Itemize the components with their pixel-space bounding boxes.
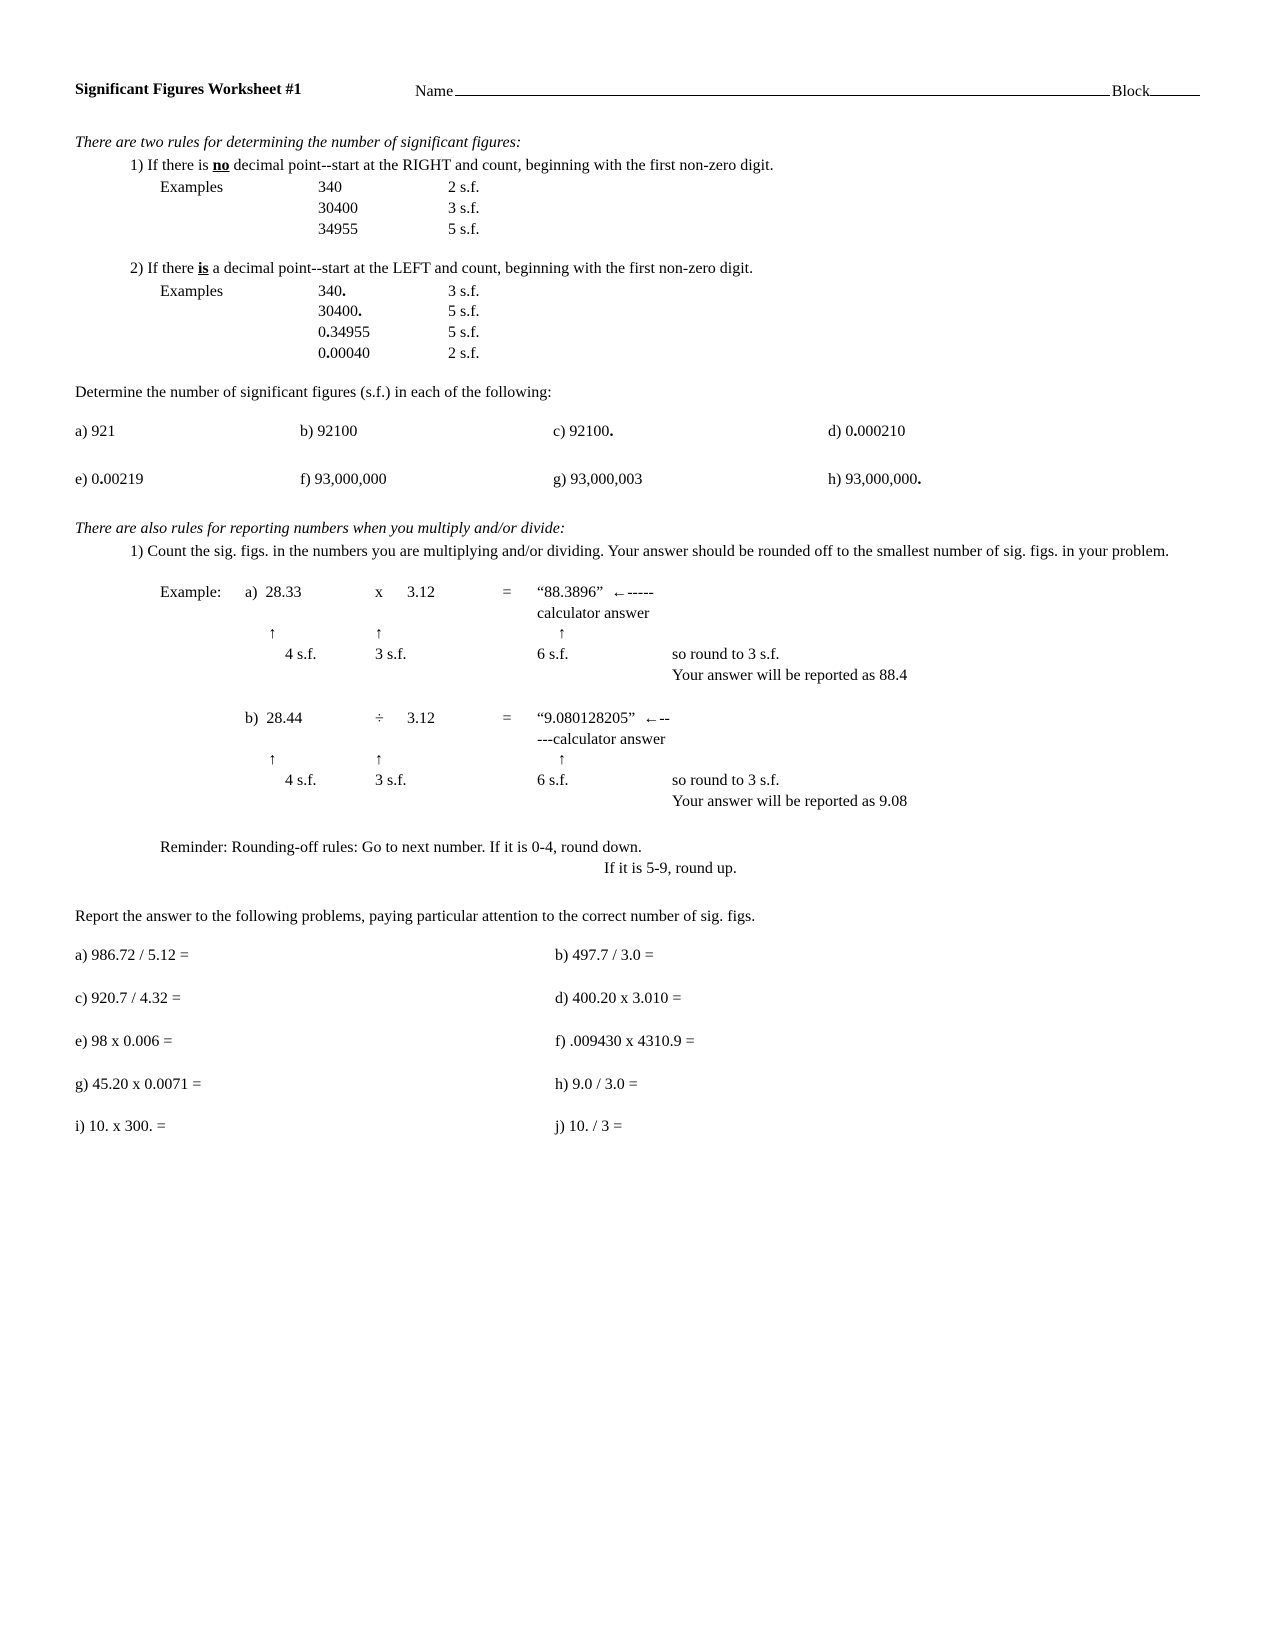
reminder-line2: If it is 5-9, round up. — [160, 859, 1200, 880]
operator: ÷ — [375, 709, 407, 751]
up-arrow-icon: ↑ — [537, 750, 587, 771]
example-number: 34955 — [318, 220, 448, 241]
problem-a: a) 921 — [75, 422, 300, 443]
rule-2-text-before: If there — [147, 260, 198, 277]
example-a: Example: a) 28.33 x 3.12 = “88.3896” ←--… — [75, 583, 1200, 813]
problem-c: c) 92100. — [553, 422, 828, 443]
example-sf: 5 s.f. — [448, 220, 480, 241]
problem-2a: a) 986.72 / 5.12 = — [75, 946, 555, 967]
problems-section-1-row2: e) 0.00219 f) 93,000,000 g) 93,000,003 h… — [75, 470, 1200, 491]
problem-h: h) 93,000,000. — [828, 470, 921, 491]
problem-2j: j) 10. / 3 = — [555, 1117, 622, 1138]
rule-1-number: 1) — [130, 157, 143, 174]
example-sf: 5 s.f. — [448, 323, 480, 344]
up-arrow-icon: ↑ — [537, 624, 587, 645]
calc-result: “9.080128205” ←-----calculator answer — [537, 709, 672, 751]
worksheet-title: Significant Figures Worksheet #1 — [75, 80, 415, 103]
example-number: 30400. — [318, 302, 448, 323]
problem-2c: c) 920.7 / 4.32 = — [75, 989, 555, 1010]
problem-b: b) 92100 — [300, 422, 553, 443]
sf-count: 6 s.f. — [537, 645, 672, 687]
example-sf: 2 s.f. — [448, 178, 480, 199]
worksheet-header: Significant Figures Worksheet #1 Name Bl… — [75, 80, 1200, 103]
name-label: Name — [415, 82, 453, 103]
up-arrow-icon: ↑ — [245, 624, 300, 645]
problem-f: f) 93,000,000 — [300, 470, 553, 491]
sf-count: 6 s.f. — [537, 771, 672, 813]
sf-count: 3 s.f. — [375, 645, 477, 687]
rounding-note: so round to 3 s.f. Your answer will be r… — [672, 645, 907, 687]
example-number: 30400 — [318, 199, 448, 220]
rule-1-examples: Examples 340 2 s.f. 30400 3 s.f. 34955 5… — [75, 178, 1200, 240]
name-block-fields: Name Block — [415, 80, 1200, 103]
example-sf: 2 s.f. — [448, 344, 480, 365]
up-arrow-icon: ↑ — [375, 750, 407, 771]
problem-2d: d) 400.20 x 3.010 = — [555, 989, 681, 1010]
sf-count: 4 s.f. — [285, 645, 375, 687]
example-number: 340. — [318, 282, 448, 303]
problem-e: e) 0.00219 — [75, 470, 300, 491]
problem-2g: g) 45.20 x 0.0071 = — [75, 1075, 555, 1096]
problem-g: g) 93,000,003 — [553, 470, 828, 491]
example-sf: 3 s.f. — [448, 282, 480, 303]
rule-2: 2) If there is a decimal point--start at… — [75, 259, 1200, 280]
equals: = — [477, 709, 537, 751]
example-number: 0.00040 — [318, 344, 448, 365]
rules-intro-2: There are also rules for reporting numbe… — [75, 519, 1200, 540]
problems-section-1: a) 921 b) 92100 c) 92100. d) 0.000210 — [75, 422, 1200, 443]
reminder-line1: Reminder: Rounding-off rules: Go to next… — [160, 838, 1200, 859]
rounding-reminder: Reminder: Rounding-off rules: Go to next… — [75, 838, 1200, 880]
rule-1: 1) If there is no decimal point--start a… — [75, 156, 1200, 177]
problems-section-2: a) 986.72 / 5.12 = b) 497.7 / 3.0 = c) 9… — [75, 946, 1200, 1138]
instruction-1: Determine the number of significant figu… — [75, 383, 1200, 404]
sf-count: 4 s.f. — [285, 771, 375, 813]
block-blank-line[interactable] — [1150, 80, 1200, 96]
rule-md-text: Count the sig. figs. in the numbers you … — [147, 543, 1169, 560]
example-sf: 3 s.f. — [448, 199, 480, 220]
rule-2-examples: Examples 340. 3 s.f. 30400. 5 s.f. 0.349… — [75, 282, 1200, 365]
rule-1-text-before: If there is — [147, 157, 212, 174]
calc-result: “88.3896” ←-----calculator answer — [537, 583, 672, 625]
rule-md-number: 1) — [130, 543, 143, 560]
rule-1-text-after: decimal point--start at the RIGHT and co… — [230, 157, 774, 174]
rule-1-underline: no — [213, 157, 230, 174]
problem-d: d) 0.000210 — [828, 422, 905, 443]
up-arrow-icon: ↑ — [245, 750, 300, 771]
rule-2-text-after: a decimal point--start at the LEFT and c… — [209, 260, 753, 277]
example-part-label: b) 28.44 — [245, 709, 300, 751]
sf-count: 3 s.f. — [375, 771, 477, 813]
operand-2: 3.12 — [407, 583, 477, 625]
example-part-label: a) 28.33 — [245, 583, 300, 625]
operator: x — [375, 583, 407, 625]
operand-2: 3.12 — [407, 709, 477, 751]
rule-multiply-divide: 1) Count the sig. figs. in the numbers y… — [75, 542, 1200, 563]
equals: = — [477, 583, 537, 625]
problem-2f: f) .009430 x 4310.9 = — [555, 1032, 695, 1053]
rounding-note: so round to 3 s.f. Your answer will be r… — [672, 771, 907, 813]
instruction-2: Report the answer to the following probl… — [75, 907, 1200, 928]
problem-2b: b) 497.7 / 3.0 = — [555, 946, 654, 967]
example-number: 0.34955 — [318, 323, 448, 344]
example-label: Example: — [160, 583, 245, 625]
rule-2-underline: is — [198, 260, 209, 277]
block-label: Block — [1112, 82, 1150, 103]
rule-2-number: 2) — [130, 260, 143, 277]
problem-2e: e) 98 x 0.006 = — [75, 1032, 555, 1053]
examples-label: Examples — [160, 282, 318, 303]
problem-2i: i) 10. x 300. = — [75, 1117, 555, 1138]
up-arrow-icon: ↑ — [375, 624, 407, 645]
examples-label: Examples — [160, 178, 318, 199]
rules-intro-text: There are two rules for determining the … — [75, 133, 1200, 154]
name-blank-line[interactable] — [455, 80, 1110, 96]
problem-2h: h) 9.0 / 3.0 = — [555, 1075, 638, 1096]
example-number: 340 — [318, 178, 448, 199]
example-sf: 5 s.f. — [448, 302, 480, 323]
